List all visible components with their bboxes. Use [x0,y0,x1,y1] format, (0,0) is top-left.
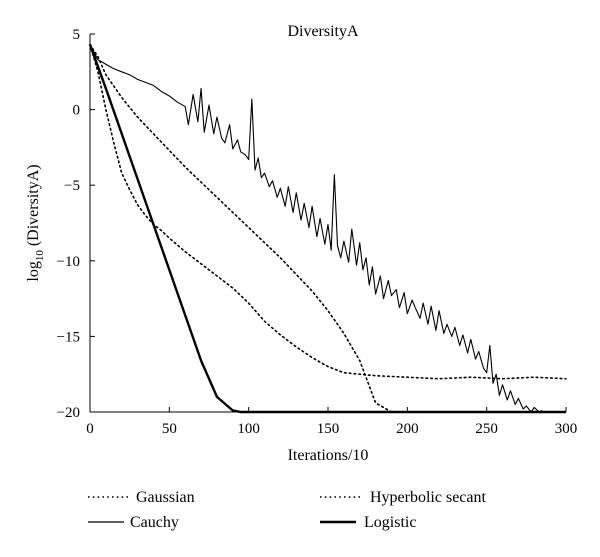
legend-label-hyperbolic-secant: Hyperbolic secant [370,489,487,506]
x-ticks: 0 50 100 150 200 250 300 [86,407,577,437]
legend-label-cauchy: Cauchy [130,514,179,531]
x-tick-label: 250 [475,421,498,437]
series-layer [88,43,567,414]
y-axis-label-subscript: 10 [34,250,46,262]
x-tick-label: 50 [162,421,177,437]
y-axis-label-main: log [25,261,42,281]
y-tick-label: −10 [57,254,80,270]
series-line-hyperbolic-secant [89,43,567,380]
legend-label-gaussian: Gaussian [136,489,195,506]
legend-item-gaussian: Gaussian [88,489,195,506]
y-tick-label: −5 [64,178,80,194]
legend-item-logistic: Logistic [320,514,416,531]
y-tick-label: 5 [73,27,81,43]
y-tick-label: −15 [57,329,80,345]
legend-item-hyperbolic-secant: Hyperbolic secant [320,489,487,506]
x-tick-label: 300 [555,421,578,437]
x-tick-label: 100 [237,421,260,437]
y-axis-label-rest: (DiversityA) [25,164,42,250]
series-line-cauchy [89,44,543,413]
x-tick-label: 150 [317,421,340,437]
x-tick-label: 200 [396,421,419,437]
legend-item-cauchy: Cauchy [88,514,179,531]
x-tick-label: 0 [86,421,94,437]
y-ticks: 5 0 −5 −10 −15 −20 [57,27,95,421]
y-tick-label: −20 [57,405,80,421]
x-axis-label: Iterations/10 [288,447,369,464]
chart-title: DiversityA [287,23,359,40]
legend-label-logistic: Logistic [364,514,416,531]
legend: Gaussian Hyperbolic secant Cauchy Logist… [88,489,487,531]
y-tick-label: 0 [73,103,81,119]
y-axis-label: log10 (DiversityA) [25,164,46,281]
